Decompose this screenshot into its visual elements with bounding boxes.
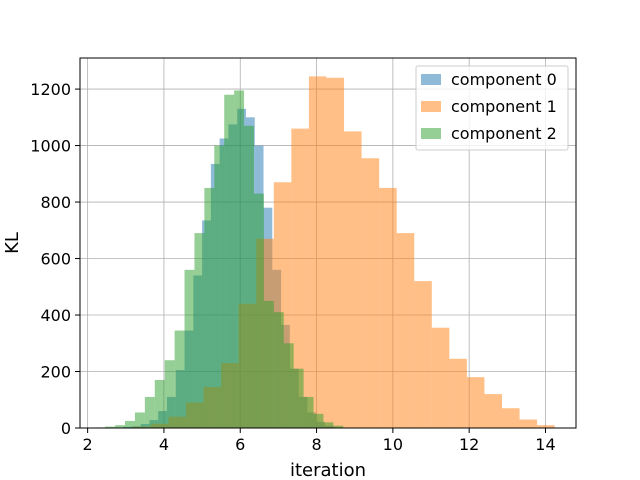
- histogram-bar: [466, 377, 485, 428]
- histogram-bar: [115, 425, 126, 428]
- histogram-bar: [144, 396, 155, 428]
- x-tick-label: 2: [83, 435, 93, 454]
- histogram-bar: [333, 425, 344, 428]
- histogram-bar: [164, 360, 175, 428]
- legend-label-0: component 0: [451, 70, 557, 89]
- histogram-bar: [263, 300, 274, 428]
- histogram-bar: [361, 158, 380, 428]
- histogram-bar: [105, 426, 116, 428]
- histogram-bar: [313, 413, 324, 428]
- histogram-bar: [154, 379, 165, 428]
- histogram-bar: [184, 269, 195, 428]
- histogram-bar: [293, 368, 304, 428]
- histogram-bar: [134, 412, 145, 428]
- legend-swatch-0: [421, 74, 441, 85]
- histogram-bar: [224, 94, 235, 428]
- histogram-bar: [273, 312, 284, 428]
- bars: [95, 76, 555, 429]
- y-tick-label: 400: [40, 306, 71, 325]
- histogram-bar: [396, 233, 415, 428]
- histogram-bar: [303, 396, 314, 428]
- histogram-bar: [234, 90, 245, 428]
- histogram-bar: [194, 233, 205, 428]
- histogram-bar: [519, 419, 538, 428]
- histogram-bar: [308, 76, 327, 429]
- y-tick-label: 1000: [30, 137, 71, 156]
- legend-swatch-2: [421, 128, 441, 139]
- axis-ticks: 2 4 6 8 10 12 14 0 200 400 600 800 1000 1200: [30, 80, 555, 454]
- histogram-bar: [414, 281, 432, 428]
- legend-swatch-1: [421, 101, 441, 112]
- histogram-bar: [204, 187, 215, 428]
- y-tick-label: 800: [40, 193, 71, 212]
- y-tick-label: 1200: [30, 80, 71, 99]
- histogram-bar: [379, 187, 397, 428]
- histogram-bar: [501, 408, 520, 428]
- y-tick-label: 0: [61, 419, 71, 438]
- legend-box: [415, 65, 569, 151]
- y-axis-label: KL: [2, 232, 23, 254]
- x-tick-label: 10: [383, 435, 403, 454]
- histogram-bar: [291, 128, 309, 428]
- legend-label-1: component 1: [451, 97, 557, 116]
- x-tick-label: 6: [235, 435, 245, 454]
- x-tick-label: 12: [459, 435, 479, 454]
- histogram-bar: [431, 327, 450, 428]
- histogram-bar: [283, 343, 294, 428]
- x-tick-label: 14: [535, 435, 555, 454]
- histogram-bar: [244, 125, 254, 429]
- histogram-bar: [326, 77, 345, 428]
- histogram-bar: [174, 330, 185, 428]
- histogram-bar: [537, 425, 555, 428]
- x-tick-label: 8: [311, 435, 321, 454]
- legend-label-2: component 2: [451, 124, 557, 143]
- histogram-bar: [253, 193, 264, 428]
- series-2: [95, 90, 344, 429]
- y-tick-label: 200: [40, 363, 71, 382]
- x-axis-label: iteration: [290, 460, 366, 480]
- histogram-bar: [484, 394, 502, 428]
- histogram-bar: [323, 422, 334, 428]
- plot-frame: [79, 57, 577, 429]
- histogram-bar: [344, 131, 362, 428]
- histogram-bar: [125, 420, 135, 428]
- legend: component 0 component 1 component 2: [415, 65, 569, 151]
- y-tick-label: 600: [40, 250, 71, 269]
- histogram-bar: [449, 358, 467, 428]
- histogram-bar: [214, 145, 225, 428]
- x-tick-label: 4: [159, 435, 169, 454]
